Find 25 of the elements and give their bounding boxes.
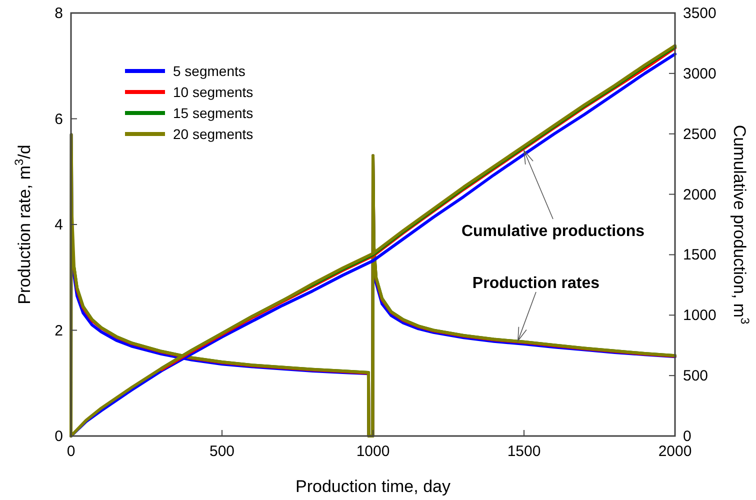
x-tick-label: 500: [209, 443, 235, 460]
legend-label: 10 segments: [173, 84, 254, 100]
y-tick-label: 4: [54, 216, 63, 234]
legend-label: 15 segments: [173, 105, 254, 121]
x-axis-title: Production time, day: [296, 477, 451, 496]
y-tick-label: 6: [54, 110, 63, 128]
y2-tick-label: 3000: [683, 65, 716, 82]
y2-tick-label: 2500: [683, 126, 716, 143]
annotation: Production rates: [472, 275, 600, 292]
legend-label: 5 segments: [173, 63, 246, 79]
y-tick-label: 2: [54, 322, 63, 340]
legend-label: 20 segments: [173, 126, 254, 142]
y2-tick-label: 0: [683, 428, 692, 445]
x-tick-label: 1000: [356, 443, 390, 460]
y2-tick-label: 1500: [683, 246, 716, 264]
y2-tick-label: 1000: [683, 307, 716, 324]
y2-tick-label: 2000: [683, 186, 716, 204]
x-tick-label: 2000: [658, 443, 692, 460]
y2-tick-label: 500: [683, 368, 708, 385]
y-tick-label: 0: [54, 428, 63, 445]
y-tick-label: 8: [54, 5, 63, 22]
y2-tick-label: 3500: [683, 5, 716, 22]
x-tick-label: 0: [66, 443, 76, 460]
annotation: Cumulative productions: [461, 223, 645, 240]
x-tick-label: 1500: [507, 443, 541, 460]
